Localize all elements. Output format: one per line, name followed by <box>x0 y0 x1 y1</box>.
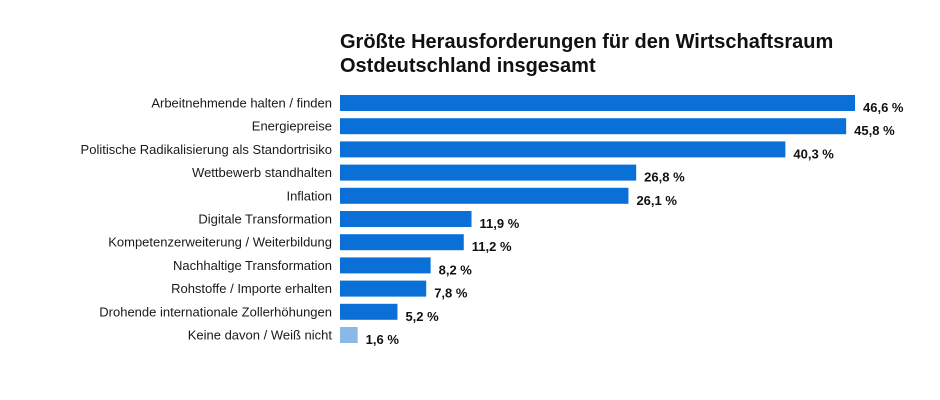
value-label-5: 11,9 % <box>480 216 520 231</box>
bar-3 <box>340 164 637 181</box>
value-label-1: 45,8 % <box>854 123 895 138</box>
category-label-7: Nachhaltige Transformation <box>173 258 332 273</box>
value-label-7: 8,2 % <box>439 262 473 277</box>
chart-title-line-1: Größte Herausforderungen für den Wirtsch… <box>340 31 833 53</box>
value-label-4: 26,1 % <box>636 193 677 208</box>
category-label-1: Energiepreise <box>252 119 332 134</box>
bar-2 <box>340 141 786 158</box>
bar-8 <box>340 280 427 297</box>
category-label-0: Arbeitnehmende halten / finden <box>151 96 332 111</box>
category-label-3: Wettbewerb standhalten <box>192 165 332 180</box>
bar-7 <box>340 257 431 274</box>
bar-9 <box>340 303 398 320</box>
bar-6 <box>340 234 464 251</box>
category-label-2: Politische Radikalisierung als Standortr… <box>81 142 332 157</box>
category-label-6: Kompetenzerweiterung / Weiterbildung <box>108 235 332 250</box>
category-label-4: Inflation <box>286 188 332 203</box>
value-label-0: 46,6 % <box>863 100 904 115</box>
bar-4 <box>340 187 629 204</box>
bars-group: Arbeitnehmende halten / finden 46,6 % Ener… <box>81 95 904 347</box>
bar-0 <box>340 95 855 111</box>
value-label-6: 11,2 % <box>472 239 512 254</box>
value-label-2: 40,3 % <box>793 146 834 161</box>
value-label-10: 1,6 % <box>366 332 400 347</box>
category-label-10: Keine davon / Weiß nicht <box>188 328 333 343</box>
value-label-8: 7,8 % <box>434 286 468 301</box>
bar-5 <box>340 211 472 227</box>
bar-10 <box>340 327 358 343</box>
chart-title-line-2: Ostdeutschland insgesamt <box>340 55 596 77</box>
category-label-8: Rohstoffe / Importe erhalten <box>171 281 332 296</box>
category-label-5: Digitale Transformation <box>198 212 332 227</box>
bar-1 <box>340 118 847 135</box>
value-label-9: 5,2 % <box>405 309 439 324</box>
category-label-9: Drohende internationale Zollerhöhungen <box>99 304 332 319</box>
value-label-3: 26,8 % <box>644 170 685 185</box>
